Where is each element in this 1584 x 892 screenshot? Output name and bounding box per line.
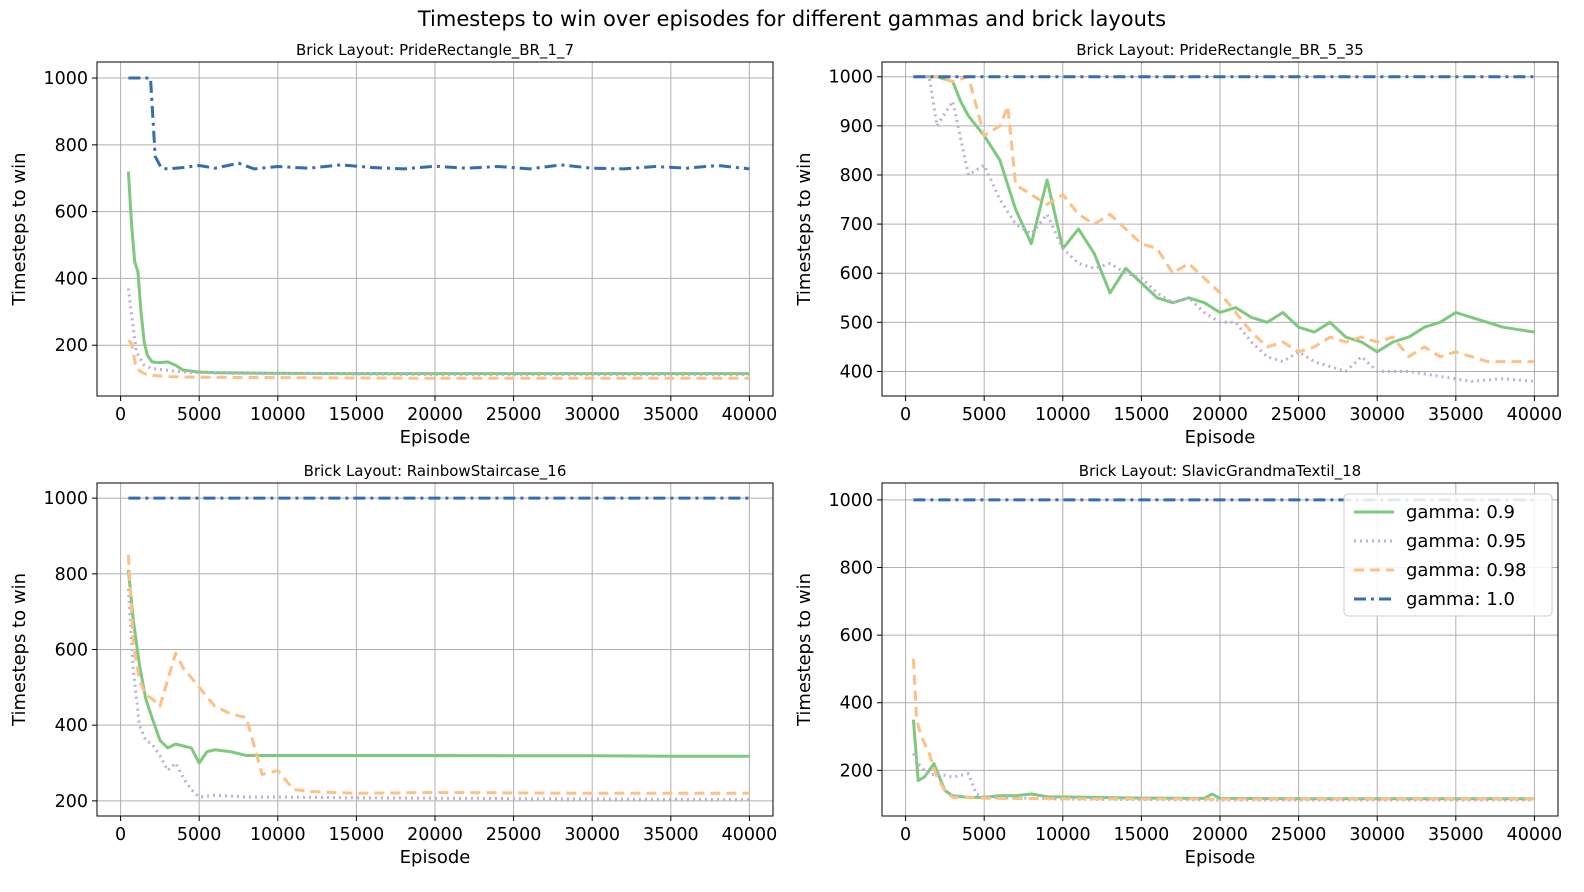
x-tick-label: 20000 (1192, 405, 1248, 425)
x-tick-label: 30000 (564, 405, 620, 425)
legend-label: gamma: 0.9 (1406, 502, 1515, 523)
y-tick-label: 800 (55, 565, 88, 585)
x-tick-label: 10000 (1035, 825, 1091, 845)
y-tick-label: 700 (840, 215, 873, 235)
x-tick-label: 20000 (407, 405, 463, 425)
x-tick-label: 25000 (1271, 825, 1327, 845)
y-tick-label: 1000 (43, 489, 88, 509)
y-tick-label: 800 (55, 136, 88, 156)
x-tick-label: 30000 (1349, 825, 1405, 845)
y-tick-label: 1000 (43, 69, 88, 89)
x-tick-label: 0 (900, 825, 911, 845)
subplot-title: Brick Layout: SlavicGrandmaTextil_18 (1079, 462, 1361, 481)
subplot-title: Brick Layout: PrideRectangle_BR_1_7 (296, 41, 574, 60)
x-tick-label: 20000 (1192, 825, 1248, 845)
x-axis-label: Episode (400, 427, 471, 448)
y-tick-label: 200 (55, 336, 88, 356)
x-tick-label: 10000 (250, 405, 306, 425)
y-tick-label: 1000 (828, 68, 873, 88)
y-tick-label: 400 (840, 694, 873, 714)
x-tick-label: 0 (115, 825, 126, 845)
legend-box (1343, 493, 1553, 617)
x-tick-label: 20000 (407, 825, 463, 845)
x-tick-label: 15000 (329, 405, 385, 425)
figure-title: Timesteps to win over episodes for diffe… (417, 7, 1166, 31)
subplot-2: 0 5000 10000 15000 20000 25000 30000 35000 40000… (794, 41, 1562, 448)
y-tick-label: 400 (55, 269, 88, 289)
y-tick-label: 800 (840, 166, 873, 186)
series-line-gamma-0_95 (126, 288, 750, 377)
y-axis-label: Timesteps to win (9, 573, 30, 727)
x-tick-label: 5000 (177, 825, 222, 845)
series-line-gamma-0_9 (911, 719, 1535, 801)
x-axis-label: Episode (1185, 847, 1256, 868)
x-tick-label: 35000 (643, 405, 699, 425)
x-tick-label: 40000 (1507, 405, 1563, 425)
x-tick-label: 0 (115, 405, 126, 425)
subplot-1: 0 5000 10000 15000 20000 25000 30000 35000 40000… (9, 41, 777, 448)
x-tick-label: 10000 (1035, 405, 1091, 425)
x-tick-label: 35000 (1428, 405, 1484, 425)
y-tick-label: 500 (840, 313, 873, 333)
x-tick-label: 30000 (564, 825, 620, 845)
x-tick-label: 10000 (250, 825, 306, 845)
x-tick-label: 35000 (1428, 825, 1484, 845)
subplot-title: Brick Layout: PrideRectangle_BR_5_35 (1076, 41, 1364, 60)
subplot-title: Brick Layout: RainbowStaircase_16 (304, 462, 567, 481)
series-line-gamma-0_9 (913, 75, 1535, 354)
x-tick-label: 5000 (962, 825, 1007, 845)
y-axis-label: Timesteps to win (794, 152, 815, 306)
x-tick-label: 30000 (1349, 405, 1405, 425)
x-axis-label: Episode (1185, 427, 1256, 448)
x-tick-label: 15000 (1114, 825, 1170, 845)
y-tick-label: 200 (55, 792, 88, 812)
x-tick-label: 0 (900, 405, 911, 425)
y-tick-label: 200 (840, 761, 873, 781)
x-tick-label: 15000 (329, 825, 385, 845)
legend-label: gamma: 0.98 (1406, 560, 1526, 581)
y-tick-label: 600 (840, 264, 873, 284)
y-axis-label: Timesteps to win (794, 573, 815, 727)
series-line-gamma-0_9 (126, 569, 750, 765)
y-tick-label: 600 (840, 626, 873, 646)
series-line-gamma-0_95 (126, 588, 750, 802)
series-line-gamma-0_98 (126, 554, 750, 795)
y-tick-label: 400 (840, 362, 873, 382)
x-axis-label: Episode (400, 847, 471, 868)
x-tick-label: 5000 (177, 405, 222, 425)
x-tick-label: 25000 (486, 825, 542, 845)
subplot-3: 0 5000 10000 15000 20000 25000 30000 35000 40000… (9, 462, 777, 868)
y-tick-label: 400 (55, 716, 88, 736)
series-line-gamma-0_98 (127, 339, 750, 380)
x-tick-label: 25000 (486, 405, 542, 425)
series-line-gamma-0_95 (912, 752, 1535, 802)
series-line-gamma-1_0 (128, 76, 750, 171)
series-line-gamma-0_9 (126, 171, 750, 376)
series-line-gamma-0_98 (913, 75, 1535, 364)
series-line-gamma-0_98 (911, 658, 1535, 801)
legend: gamma: 0.9 gamma: 0.95 gamma: 0.98 gamma: 1… (1343, 493, 1553, 617)
x-tick-label: 15000 (1114, 405, 1170, 425)
y-tick-label: 600 (55, 203, 88, 223)
legend-label: gamma: 1.0 (1406, 589, 1515, 610)
y-tick-label: 800 (840, 559, 873, 579)
y-tick-label: 600 (55, 641, 88, 661)
x-tick-label: 40000 (722, 405, 778, 425)
x-tick-label: 5000 (962, 405, 1007, 425)
y-axis-label: Timesteps to win (9, 152, 30, 306)
x-tick-label: 25000 (1271, 405, 1327, 425)
series-line-gamma-0_95 (913, 75, 1535, 383)
y-tick-label: 900 (840, 117, 873, 137)
x-tick-label: 35000 (643, 825, 699, 845)
x-tick-label: 40000 (722, 825, 778, 845)
legend-label: gamma: 0.95 (1406, 531, 1526, 552)
x-tick-label: 40000 (1507, 825, 1563, 845)
y-tick-label: 1000 (828, 491, 873, 511)
